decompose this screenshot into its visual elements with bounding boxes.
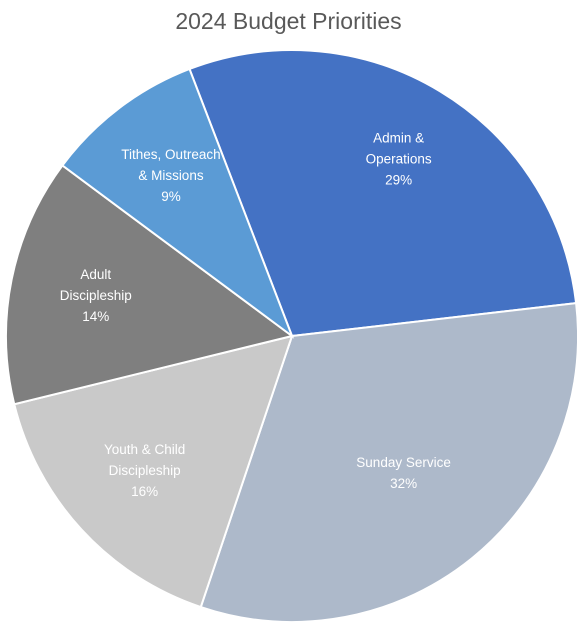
chart-title: 2024 Budget Priorities [175, 8, 402, 34]
slice-percent-label: 29% [385, 172, 412, 187]
pie-slice-admin-and-operations [188, 49, 577, 338]
slice-label-sunday-service: Sunday Service 32% [356, 455, 451, 491]
slice-percent-label: 32% [390, 476, 417, 491]
slice-percent-label: 9% [161, 189, 181, 204]
slice-name-label: Sunday Service [356, 455, 451, 470]
pie-slice-adult-discipleship [5, 164, 295, 406]
slice-name-label: Discipleship [109, 463, 181, 478]
slice-name-label: Adult [80, 267, 111, 282]
slice-name-label: Discipleship [60, 288, 132, 303]
slice-percent-label: 16% [131, 484, 158, 499]
slice-name-label: Youth & Child [104, 442, 185, 457]
slice-label-tithes-outreach-and-missions: Tithes, Outreach & Missions 9% [121, 147, 220, 204]
pie-slice-sunday-service [199, 302, 577, 623]
slice-percent-label: 14% [82, 309, 109, 324]
pie-slice-youth-and-child-discipleship [13, 334, 294, 609]
slice-label-youth-and-child-discipleship: Youth & Child Discipleship 16% [104, 442, 185, 499]
slice-name-label: Admin & [373, 130, 424, 145]
slice-name-label: & Missions [138, 168, 204, 183]
slice-name-label: Tithes, Outreach [121, 147, 220, 162]
slice-label-admin-and-operations: Admin & Operations 29% [366, 130, 432, 187]
pie-slice-tithes-outreach-and-missions [60, 67, 295, 339]
slice-name-label: Operations [366, 151, 432, 166]
slice-label-adult-discipleship: Adult Discipleship 14% [60, 267, 132, 324]
